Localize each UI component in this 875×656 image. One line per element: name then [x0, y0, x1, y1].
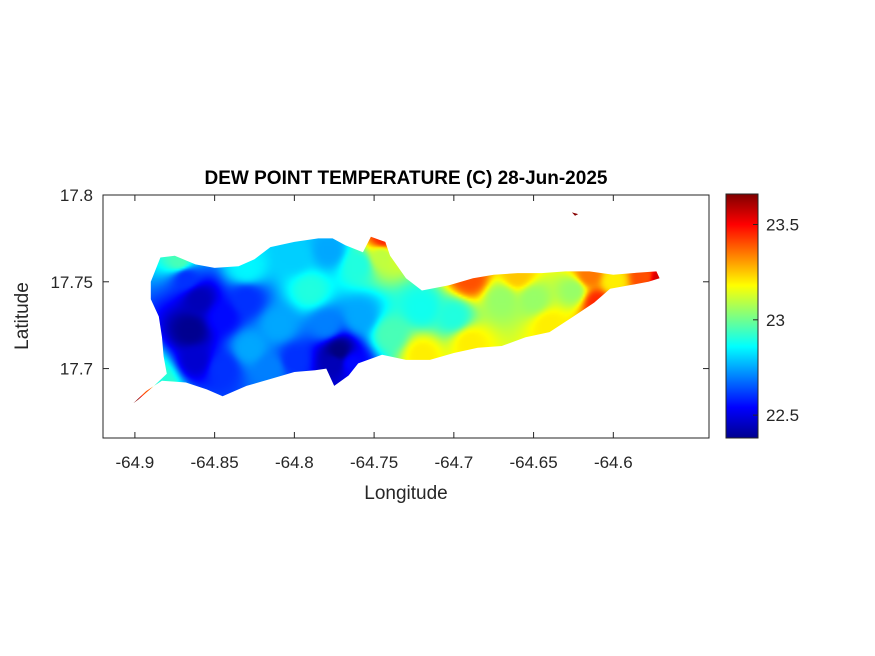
y-tick-label: 17.8: [60, 186, 93, 205]
x-tick-label: -64.85: [191, 453, 239, 472]
colorbar-ticks: 22.5 23 23.5: [753, 216, 799, 425]
y-axis: 17.7 17.75 17.8: [50, 186, 709, 379]
colorbar: 22.5 23 23.5: [725, 193, 799, 439]
x-axis: -64.9 -64.85 -64.8 -64.75 -64.7 -64.65 -64.6: [116, 195, 633, 472]
axes-frame: [102, 194, 710, 439]
y-tick-label: 17.75: [50, 273, 93, 292]
x-axis-label: Longitude: [364, 483, 447, 504]
x-tick-label: -64.7: [434, 453, 473, 472]
colorbar-tick-label: 23.5: [766, 216, 799, 235]
x-tick-label: -64.65: [509, 453, 557, 472]
y-axis-label: Latitude: [12, 282, 33, 350]
colorbar-tick-label: 23: [766, 311, 785, 330]
colorbar-gradient: [725, 193, 759, 439]
chart-title: DEW POINT TEMPERATURE (C) 28-Jun-2025: [205, 168, 608, 189]
y-tick-label: 17.7: [60, 360, 93, 379]
colorbar-tick-label: 22.5: [766, 406, 799, 425]
x-tick-label: -64.6: [594, 453, 633, 472]
x-tick-label: -64.8: [275, 453, 314, 472]
axes-box: [102, 194, 710, 439]
x-tick-label: -64.75: [350, 453, 398, 472]
x-tick-label: -64.9: [116, 453, 155, 472]
